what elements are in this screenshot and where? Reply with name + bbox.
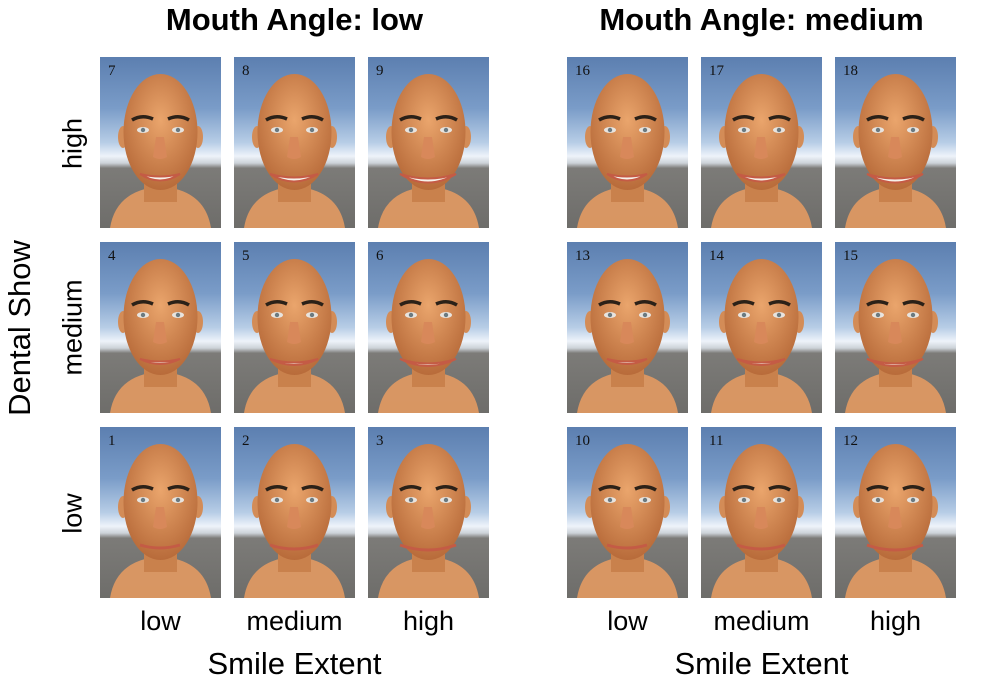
- face-stimulus: 10: [567, 427, 688, 598]
- face-stimulus: 3: [368, 427, 489, 598]
- face-stimulus: 6: [368, 242, 489, 413]
- row-label-low: low: [57, 493, 88, 534]
- stimulus-number: 1: [108, 433, 116, 449]
- face-stimulus: 7: [100, 57, 221, 228]
- stimulus-number: 7: [108, 63, 116, 79]
- row-label-medium: medium: [57, 279, 88, 376]
- stimulus-number: 16: [575, 63, 590, 79]
- stimulus-number: 9: [376, 63, 384, 79]
- face-image: [110, 259, 211, 413]
- face-stimulus: 17: [701, 57, 822, 228]
- stimulus-number: 4: [108, 248, 116, 264]
- face-image: [244, 74, 345, 228]
- stimulus-number: 5: [242, 248, 250, 264]
- face-image: [378, 444, 479, 598]
- stimulus-number: 15: [843, 248, 858, 264]
- face-stimulus: 14: [701, 242, 822, 413]
- row-label-high: high: [57, 117, 88, 170]
- face-image: [711, 444, 812, 598]
- stimulus-number: 6: [376, 248, 384, 264]
- group-title-medium: Mouth Angle: medium: [599, 2, 924, 37]
- x-axis-label-left: Smile Extent: [207, 646, 382, 681]
- y-axis-label: Dental Show: [2, 240, 37, 416]
- stimulus-number: 14: [709, 248, 724, 264]
- face-stimulus: 15: [835, 242, 956, 413]
- face-image: [845, 444, 946, 598]
- stimulus-number: 18: [843, 63, 858, 79]
- stimulus-number: 17: [709, 63, 724, 79]
- face-image: [244, 444, 345, 598]
- column-label: medium: [713, 606, 810, 636]
- face-image: [711, 74, 812, 228]
- stimulus-number: 12: [843, 433, 858, 449]
- face-image: [244, 259, 345, 413]
- column-label: low: [140, 606, 181, 636]
- face-stimulus: 18: [835, 57, 956, 228]
- x-axis-label-right: Smile Extent: [674, 646, 849, 681]
- face-image: [711, 259, 812, 413]
- stimulus-number: 2: [242, 433, 250, 449]
- column-label: high: [402, 606, 455, 636]
- stimulus-number: 10: [575, 433, 590, 449]
- face-image: [845, 259, 946, 413]
- face-image: [110, 74, 211, 228]
- face-stimulus: 4: [100, 242, 221, 413]
- column-label: high: [869, 606, 922, 636]
- face-stimulus: 1: [100, 427, 221, 598]
- column-label: low: [607, 606, 648, 636]
- stimulus-number: 13: [575, 248, 590, 264]
- face-image: [577, 259, 678, 413]
- face-image: [577, 444, 678, 598]
- face-stimulus: 12: [835, 427, 956, 598]
- column-label: medium: [246, 606, 343, 636]
- face-stimulus: 5: [234, 242, 355, 413]
- face-image: [577, 74, 678, 228]
- group-title-low: Mouth Angle: low: [165, 2, 424, 37]
- stimulus-number: 8: [242, 63, 250, 79]
- face-stimulus: 16: [567, 57, 688, 228]
- face-stimulus: 2: [234, 427, 355, 598]
- face-stimulus: 9: [368, 57, 489, 228]
- face-image: [845, 74, 946, 228]
- face-stimulus: 13: [567, 242, 688, 413]
- face-stimulus: 8: [234, 57, 355, 228]
- face-image: [378, 259, 479, 413]
- face-stimulus: 11: [701, 427, 822, 598]
- stimulus-number: 11: [709, 433, 724, 449]
- stimulus-number: 3: [376, 433, 384, 449]
- face-image: [110, 444, 211, 598]
- face-image: [378, 74, 479, 228]
